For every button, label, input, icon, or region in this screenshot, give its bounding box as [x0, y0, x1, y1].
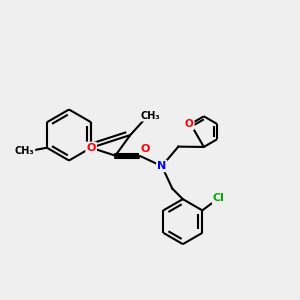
Text: Cl: Cl: [213, 194, 225, 203]
Text: O: O: [86, 143, 96, 153]
Text: CH₃: CH₃: [140, 110, 160, 121]
Text: N: N: [157, 161, 167, 171]
Text: CH₃: CH₃: [15, 146, 34, 156]
Text: O: O: [140, 144, 149, 154]
Text: O: O: [185, 119, 194, 129]
